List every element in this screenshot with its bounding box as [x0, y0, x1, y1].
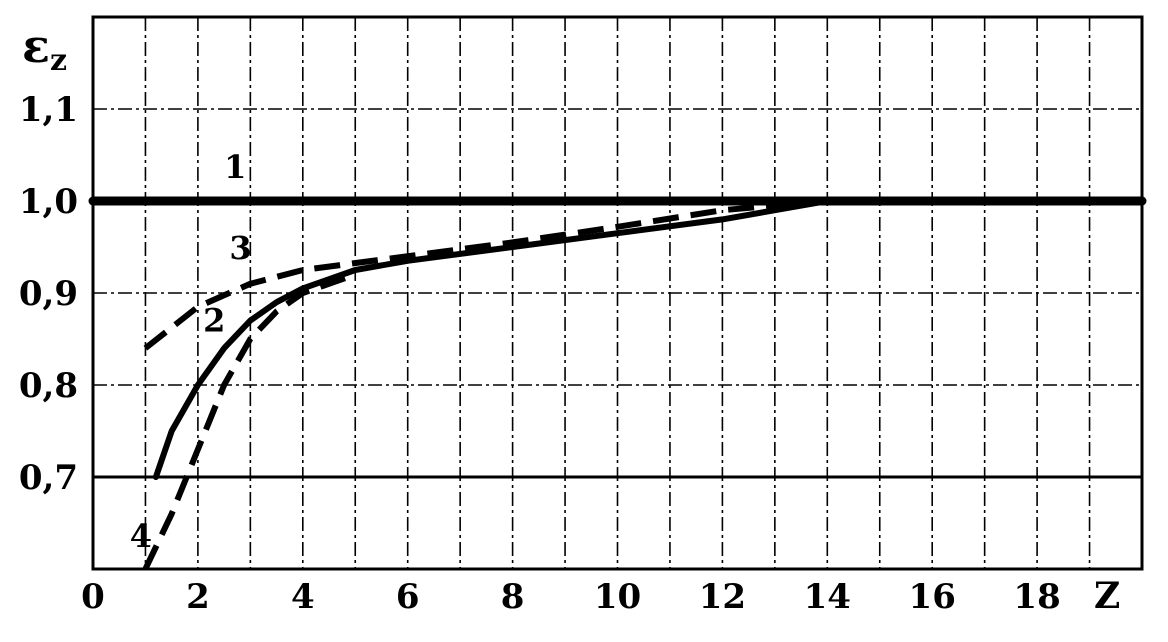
x-tick-label: 0 — [81, 577, 105, 617]
y-tick-labels: 0,7 0,8 0,9 1,0 1,1 — [19, 90, 78, 498]
x-tick-labels: 0 2 4 6 8 10 12 14 16 18 — [81, 577, 1061, 617]
x-tick-label: 4 — [291, 577, 315, 617]
series-label-2: 2 — [203, 302, 225, 340]
plot-frame — [91, 15, 1144, 571]
x-axis-label: Z — [1094, 575, 1120, 617]
x-tick-label: 12 — [699, 577, 746, 617]
y-tick-label: 0,9 — [19, 274, 78, 314]
x-tick-label: 2 — [186, 577, 210, 617]
series-line-3 — [143, 198, 828, 351]
series-line-2 — [152, 198, 831, 480]
series-group — [88, 196, 1147, 571]
x-tick-label: 8 — [501, 577, 525, 617]
series-label-3: 3 — [229, 229, 251, 267]
x-tick-label: 10 — [594, 577, 641, 617]
series-label-1: 1 — [224, 148, 246, 186]
y-axis-label-subscript: z — [50, 43, 67, 78]
grid-lines — [93, 17, 1142, 569]
series-labels: 1 23 4 — [130, 148, 252, 555]
x-tick-label: 6 — [396, 577, 420, 617]
series-label-4: 4 — [130, 517, 152, 555]
y-tick-label: 1,0 — [19, 182, 78, 222]
y-tick-label: 0,7 — [19, 458, 78, 498]
x-tick-label: 14 — [804, 577, 851, 617]
x-tick-label: 18 — [1013, 577, 1060, 617]
y-axis-label-main: ε — [22, 19, 50, 73]
y-axis-label: εz — [22, 19, 67, 78]
x-tick-label: 16 — [909, 577, 956, 617]
series-line-4 — [142, 271, 357, 571]
y-tick-label: 1,1 — [19, 90, 78, 130]
y-tick-label: 0,8 — [19, 366, 78, 406]
